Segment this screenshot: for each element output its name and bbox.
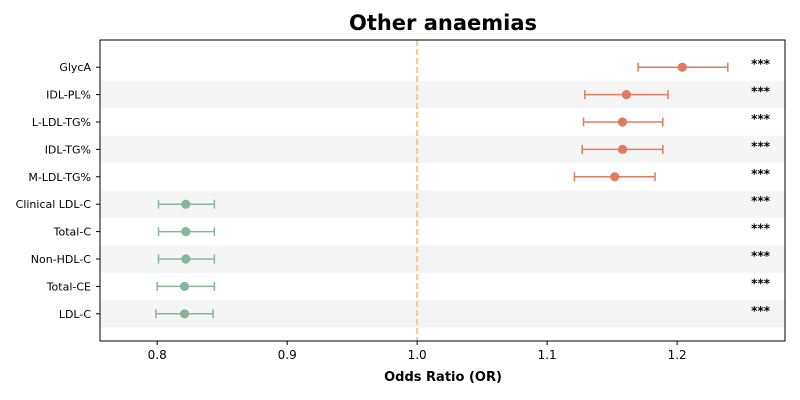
y-tick-label: GlycA xyxy=(59,61,91,74)
point-estimate xyxy=(617,144,628,154)
point-estimate xyxy=(179,309,190,319)
point-estimate xyxy=(179,281,190,291)
y-tick-label: Total-C xyxy=(53,226,92,239)
chart-title: Other anaemias xyxy=(349,11,537,35)
significance-label: *** xyxy=(751,112,771,126)
data-marks xyxy=(155,62,729,319)
point-estimate xyxy=(181,227,191,237)
y-tick-label: LDL-C xyxy=(59,308,92,321)
row-stripes xyxy=(100,80,785,328)
x-tick-label: 1.0 xyxy=(408,348,427,362)
significance-label: *** xyxy=(751,222,771,236)
y-tick-label: M-LDL-TG% xyxy=(28,171,91,184)
significance-label: *** xyxy=(751,167,771,181)
row-stripe xyxy=(100,300,785,328)
point-estimate xyxy=(181,254,191,264)
x-axis-ticks: 0.8 0.9 1.0 1.1 1.2 xyxy=(148,341,687,362)
x-tick-label: 1.2 xyxy=(668,348,687,362)
significance-label: *** xyxy=(751,304,771,318)
x-axis-label: Odds Ratio (OR) xyxy=(384,370,502,385)
y-tick-label: Non-HDL-C xyxy=(31,253,92,266)
significance-label: *** xyxy=(751,249,771,263)
x-tick-label: 0.9 xyxy=(278,348,297,362)
significance-label: *** xyxy=(751,85,771,99)
significance-labels: *** *** *** *** *** *** *** *** *** *** xyxy=(751,57,771,318)
point-estimate xyxy=(617,117,628,127)
y-tick-label: Clinical LDL-C xyxy=(16,198,92,211)
y-tick-labels: GlycA IDL-PL% L-LDL-TG% IDL-TG% M-LDL-TG% Cli… xyxy=(16,61,100,321)
significance-label: *** xyxy=(751,194,771,208)
row-stripe xyxy=(100,135,785,164)
y-tick-label: Total-CE xyxy=(46,280,91,293)
significance-label: *** xyxy=(751,276,771,290)
plot-frame xyxy=(99,39,786,342)
point-estimate xyxy=(677,62,687,72)
point-estimate xyxy=(181,199,191,209)
significance-label: *** xyxy=(751,139,771,153)
point-estimate xyxy=(621,90,632,100)
y-tick-label: IDL-TG% xyxy=(45,143,91,156)
point-estimate xyxy=(610,172,620,182)
y-tick-label: IDL-PL% xyxy=(46,89,91,102)
row-stripe xyxy=(100,80,785,109)
y-tick-label: L-LDL-TG% xyxy=(32,116,91,129)
x-tick-label: 0.8 xyxy=(148,348,167,362)
significance-label: *** xyxy=(751,57,771,71)
x-tick-label: 1.1 xyxy=(538,348,557,362)
